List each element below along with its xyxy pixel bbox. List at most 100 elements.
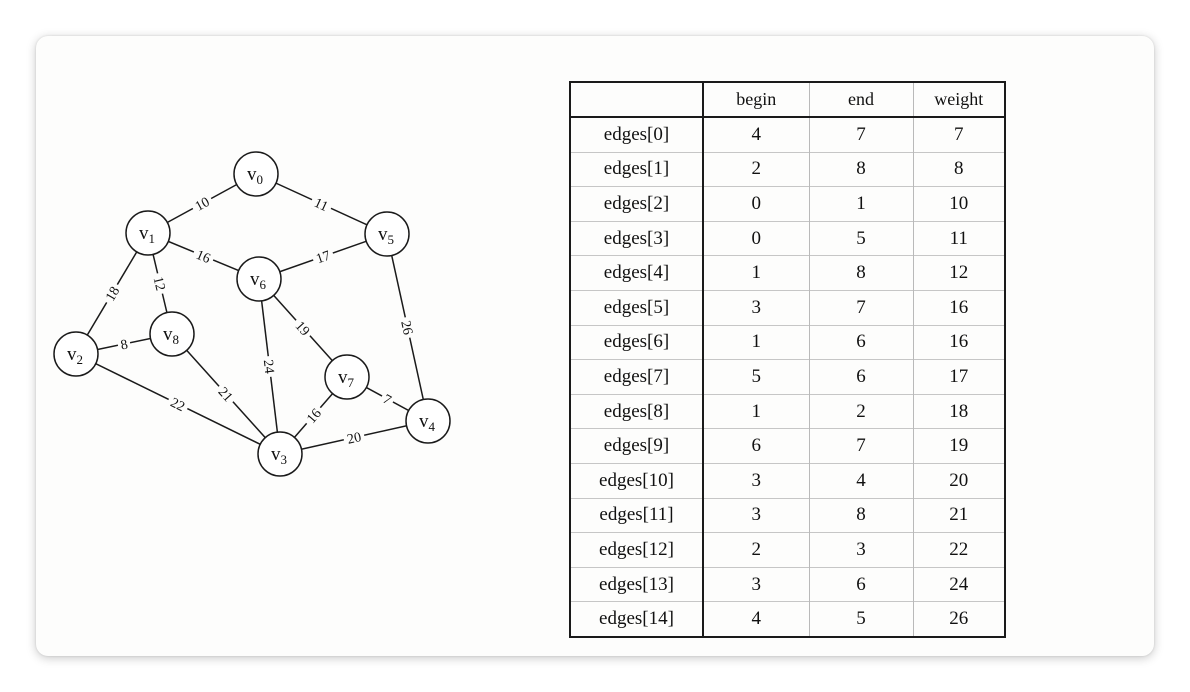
row-label-cell: edges[11] (569, 497, 704, 533)
edge-weight-background (261, 355, 279, 378)
edge-weight-group: 11 (309, 192, 335, 215)
edge-weight-background (310, 245, 336, 267)
end-cell: 8 (808, 255, 913, 291)
row-label-cell: edges[4] (569, 255, 704, 291)
edge-weight-group: 16 (300, 402, 326, 428)
edge-weight-group: 24 (260, 355, 279, 378)
table-header-row: begin end weight (569, 81, 1005, 118)
edge-weight-group: 12 (150, 271, 171, 296)
edge-weight-label: 11 (312, 196, 331, 215)
begin-cell: 3 (702, 497, 809, 533)
vertex-letter: v (419, 411, 429, 432)
vertex-circle (364, 211, 410, 257)
vertex-subscript: 4 (429, 419, 436, 434)
weight-cell: 24 (912, 566, 1005, 602)
header-begin: begin (702, 81, 809, 118)
vertex-subscript: 0 (257, 172, 264, 187)
vertex-label: v1 (139, 223, 155, 246)
table-row: edges[2] 0 1 10 (569, 186, 1005, 222)
end-cell: 6 (808, 359, 913, 395)
weight-cell: 17 (912, 359, 1005, 395)
end-cell: 3 (808, 532, 913, 568)
begin-cell: 0 (702, 186, 809, 222)
begin-cell: 6 (702, 428, 809, 464)
edge-weight-background (189, 191, 215, 215)
table-row: edges[8] 1 2 18 (569, 393, 1005, 429)
weight-cell: 16 (912, 289, 1005, 326)
vertex-label: v7 (338, 367, 355, 390)
table-row: edges[13] 3 6 24 (569, 566, 1005, 602)
begin-cell: 1 (702, 324, 809, 360)
edge-weight-label: 8 (119, 337, 129, 353)
vertex-letter: v (247, 164, 257, 185)
edge-weight-background (116, 334, 132, 353)
weight-cell: 16 (912, 324, 1005, 360)
table-row: edges[6] 1 6 16 (569, 324, 1005, 360)
begin-cell: 3 (702, 462, 809, 499)
edge-weight-background (191, 244, 217, 267)
edge-weight-label: 20 (346, 430, 363, 448)
vertex-v4: v4 (405, 398, 451, 444)
vertex-subscript: 1 (149, 231, 156, 246)
edge-weight-group: 19 (290, 314, 316, 341)
vertex-v2: v2 (53, 331, 99, 377)
end-cell: 7 (808, 116, 913, 153)
vertex-subscript: 6 (260, 277, 267, 292)
edges-table: begin end weight edges[0] 4 7 7 edges[1] 2 8 8 e… (569, 81, 1006, 638)
end-cell: 2 (808, 393, 913, 429)
vertex-v5: v5 (364, 211, 410, 257)
edge-weight-background (309, 192, 335, 215)
vertex-letter: v (378, 224, 388, 245)
row-label-cell: edges[10] (569, 462, 704, 499)
row-label-cell: edges[2] (569, 186, 704, 222)
edge-weight-group: 17 (310, 245, 336, 268)
vertex-letter: v (163, 324, 173, 345)
edge-weight-group: 26 (397, 315, 418, 340)
table-row: edges[1] 2 8 8 (569, 151, 1005, 187)
edge-weight-group: 18 (99, 280, 124, 307)
edge-weight-background (398, 315, 418, 340)
edge-weight-label: 17 (314, 249, 332, 268)
vertex-circle (149, 311, 195, 357)
vertex-circle (53, 331, 99, 377)
edge-weight-background (165, 392, 191, 415)
weight-cell: 26 (912, 601, 1005, 637)
weight-cell: 21 (912, 497, 1005, 533)
end-cell: 4 (808, 462, 913, 499)
weight-cell: 10 (912, 186, 1005, 222)
edge-weight-background (99, 280, 124, 307)
table-row: edges[5] 3 7 16 (569, 289, 1005, 326)
vertex-letter: v (338, 367, 348, 388)
end-cell: 5 (808, 601, 913, 637)
vertex-letter: v (139, 223, 149, 244)
weight-cell: 7 (912, 116, 1005, 153)
weight-cell: 11 (912, 220, 1005, 256)
vertex-subscript: 5 (388, 232, 395, 247)
row-label-cell: edges[13] (569, 566, 704, 602)
vertex-circle (125, 210, 171, 256)
edge-weight-label: 10 (193, 195, 212, 215)
vertex-v1: v1 (125, 210, 171, 256)
edge-weight-group: 20 (342, 427, 366, 448)
weight-cell: 22 (912, 532, 1005, 568)
edge-weight-background (378, 389, 397, 409)
table-row: edges[3] 0 5 11 (569, 220, 1005, 256)
vertex-label: v8 (163, 324, 179, 347)
end-cell: 6 (808, 566, 913, 602)
vertex-label: v3 (271, 444, 287, 467)
end-cell: 1 (808, 186, 913, 222)
begin-cell: 3 (702, 289, 809, 326)
edge-weight-group: 22 (165, 392, 191, 415)
edge-weight-background (213, 380, 239, 407)
header-weight: weight (912, 81, 1005, 118)
weight-cell: 19 (912, 428, 1005, 464)
table-row: edges[11] 3 8 21 (569, 497, 1005, 533)
edge-weight-group: 16 (191, 244, 217, 267)
end-cell: 7 (808, 289, 913, 326)
weight-cell: 12 (912, 255, 1005, 291)
table-row: edges[9] 6 7 19 (569, 428, 1005, 464)
table-row: edges[14] 4 5 26 (569, 601, 1005, 637)
row-label-cell: edges[7] (569, 359, 704, 395)
edge-weight-group: 7 (378, 389, 397, 409)
